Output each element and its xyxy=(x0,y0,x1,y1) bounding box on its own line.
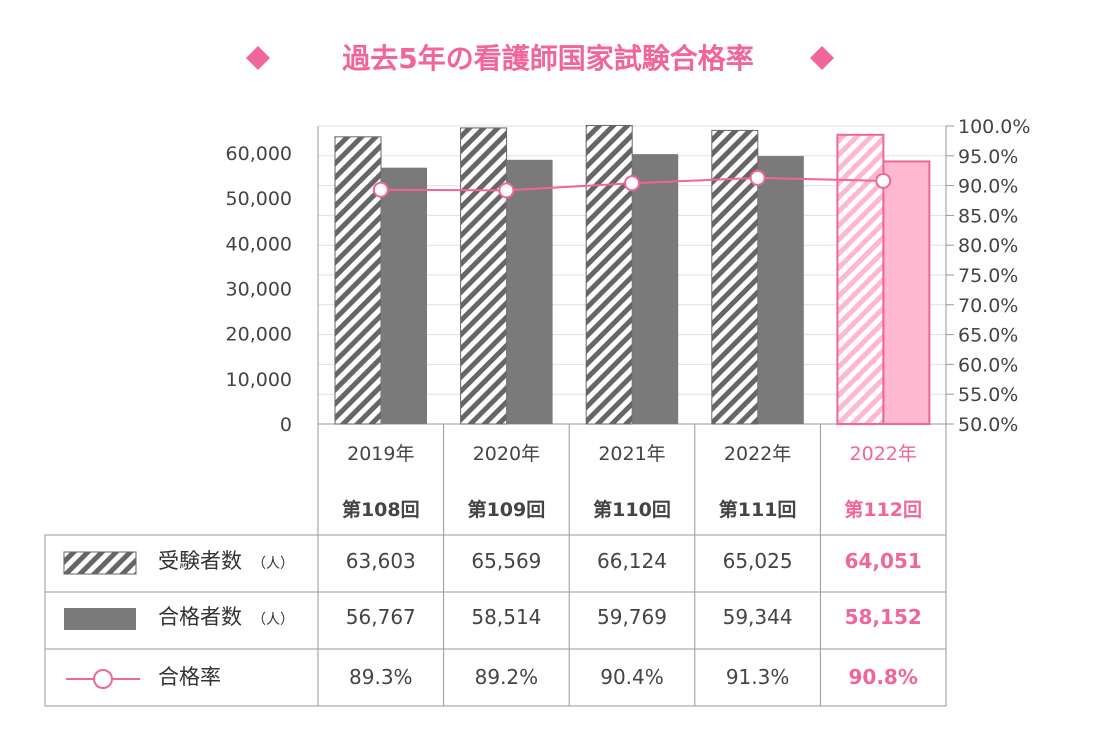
right-tick-label: 80.0% xyxy=(958,235,1018,257)
category-session: 第112回 xyxy=(844,498,922,521)
category-session: 第110回 xyxy=(593,498,671,521)
row-label: 合格者数 xyxy=(158,605,242,629)
row-label: 合格率 xyxy=(158,665,221,689)
left-axis: 0 10,000 20,000 30,000 40,000 50,000 60,000 xyxy=(226,143,292,436)
rate-point xyxy=(624,175,640,192)
rate-point xyxy=(372,181,389,198)
bar-passers xyxy=(506,159,553,425)
table-cell: 65,025 xyxy=(723,549,793,573)
right-tick-label: 100.0% xyxy=(958,116,1030,138)
row-label: 受験者数 xyxy=(158,549,242,573)
right-tick-label: 65.0% xyxy=(958,325,1018,347)
diamond-right-icon xyxy=(810,46,834,70)
rate-line xyxy=(372,169,892,199)
table-cell: 63,603 xyxy=(346,549,416,573)
chart-title: 過去5年の看護師国家試験合格率 xyxy=(246,42,834,75)
chart-title-text: 過去5年の看護師国家試験合格率 xyxy=(342,42,753,75)
bars xyxy=(334,124,931,426)
table-cell: 90.4% xyxy=(600,665,664,689)
bar-passers xyxy=(882,160,931,425)
left-tick-label: 30,000 xyxy=(226,279,292,301)
table-cell: 64,051 xyxy=(845,549,922,573)
row-unit: （人） xyxy=(252,612,294,628)
left-tick-label: 20,000 xyxy=(226,324,292,346)
category-session: 第108回 xyxy=(342,498,420,521)
left-tick-label: 10,000 xyxy=(226,369,292,391)
table-cell: 58,152 xyxy=(845,605,922,629)
table-cell: 89.2% xyxy=(475,665,539,689)
diamond-left-icon xyxy=(246,46,270,70)
bar-examinees xyxy=(460,127,508,425)
table-cell: 65,569 xyxy=(471,549,541,573)
right-axis: 50.0% 55.0% 60.0% 65.0% 70.0% 75.0% 80.0% 85.0%… xyxy=(946,116,1030,436)
category-year: 2022年 xyxy=(850,443,917,465)
bar-examinees xyxy=(334,136,382,425)
right-tick-label: 70.0% xyxy=(958,295,1018,317)
left-tick-label: 60,000 xyxy=(226,143,292,165)
table-cell: 58,514 xyxy=(471,605,541,629)
legend-hatch-swatch xyxy=(63,551,137,575)
bar-passers xyxy=(757,156,804,424)
category-year: 2021年 xyxy=(598,443,665,465)
rate-point xyxy=(875,172,892,189)
right-tick-label: 55.0% xyxy=(958,384,1018,406)
right-tick-label: 90.0% xyxy=(958,176,1018,198)
table-cell: 59,344 xyxy=(723,605,793,629)
left-tick-label: 50,000 xyxy=(226,188,292,210)
rate-point xyxy=(498,182,515,199)
table-cell: 66,124 xyxy=(597,549,667,573)
table-cell: 89.3% xyxy=(349,665,413,689)
table-cell: 91.3% xyxy=(726,665,790,689)
left-tick-label: 0 xyxy=(280,414,292,436)
right-tick-label: 85.0% xyxy=(958,205,1018,227)
right-tick-label: 50.0% xyxy=(958,414,1018,436)
right-tick-label: 75.0% xyxy=(958,265,1018,287)
row-unit: （人） xyxy=(252,556,294,572)
right-tick-label: 95.0% xyxy=(958,146,1018,168)
right-tick-label: 60.0% xyxy=(958,354,1018,376)
bar-passers xyxy=(632,154,679,424)
table-cell: 56,767 xyxy=(346,605,416,629)
category-session: 第111回 xyxy=(719,498,797,521)
left-tick-label: 40,000 xyxy=(226,233,292,255)
legend-solid-swatch xyxy=(64,608,136,630)
category-session: 第109回 xyxy=(468,498,546,521)
category-year: 2020年 xyxy=(473,443,540,465)
bar-examinees xyxy=(585,124,633,425)
table-cell: 59,769 xyxy=(597,605,667,629)
table-cell: 90.8% xyxy=(849,665,918,689)
table-border xyxy=(44,534,947,707)
legend-line-point xyxy=(93,669,113,689)
rate-point xyxy=(749,169,766,186)
bar-passers xyxy=(381,167,427,424)
category-year: 2022年 xyxy=(724,443,791,465)
category-year: 2019年 xyxy=(347,443,414,465)
